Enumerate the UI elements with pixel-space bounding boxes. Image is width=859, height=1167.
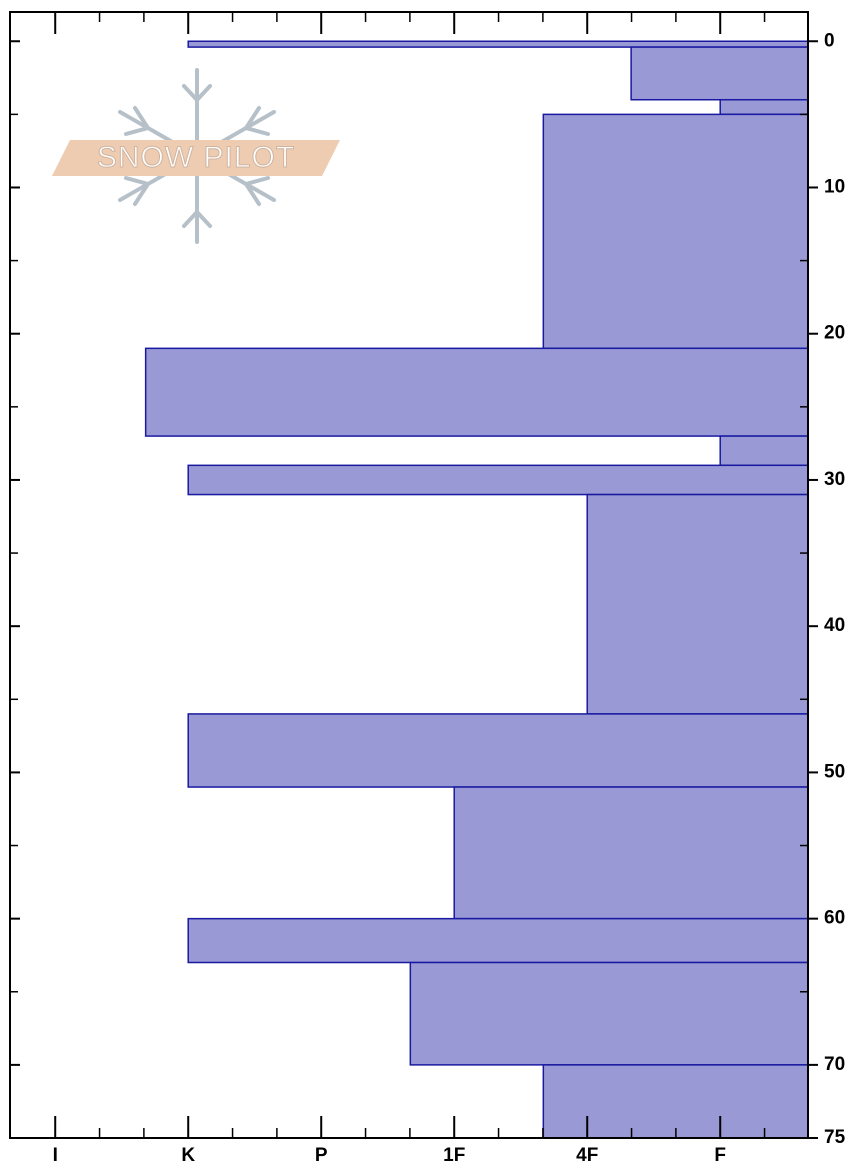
x-tick-label: 1F (443, 1145, 465, 1166)
layer-bar (187, 40, 809, 48)
plot-frame (9, 11, 809, 1139)
layer-bar (630, 46, 809, 101)
x-tick-label: K (181, 1145, 195, 1166)
layer-bar (719, 98, 809, 116)
layer-bar (187, 713, 809, 788)
layer-bar (586, 493, 809, 715)
layer-bar (187, 917, 809, 964)
y-tick-label: 30 (824, 469, 845, 490)
y-tick-label: 70 (824, 1054, 845, 1075)
x-tick-label: P (315, 1145, 328, 1166)
y-tick-label: 20 (824, 323, 845, 344)
watermark-band (52, 140, 340, 176)
layer-bar (144, 347, 809, 437)
y-tick-label: 60 (824, 908, 845, 929)
watermark: SNOW PILOT (52, 68, 340, 244)
y-tick-label: 75 (824, 1127, 846, 1148)
y-tick-label: 0 (824, 30, 835, 51)
layer-bar (719, 435, 809, 467)
layer-bar (542, 1064, 809, 1139)
y-tick-label: 50 (824, 761, 845, 782)
layer-bar (187, 464, 809, 496)
layer-bar (453, 786, 809, 920)
layer-bar (542, 113, 809, 350)
x-tick-label: 4F (576, 1145, 598, 1166)
layer-bar (409, 961, 809, 1066)
watermark-text: SNOW PILOT (97, 141, 295, 174)
y-tick-label: 10 (824, 176, 845, 197)
y-tick-label: 40 (824, 615, 845, 636)
x-tick-label: I (53, 1145, 58, 1166)
x-tick-label: F (714, 1145, 726, 1166)
